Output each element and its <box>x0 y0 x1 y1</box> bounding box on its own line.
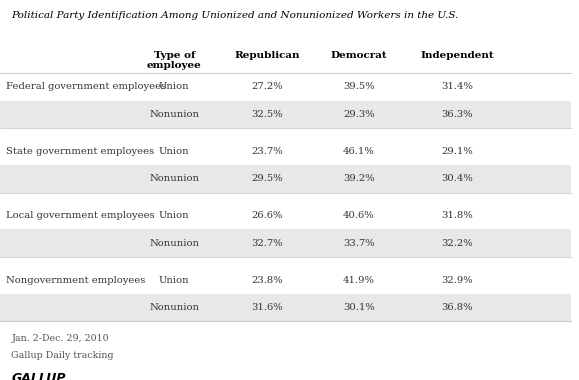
Text: 29.5%: 29.5% <box>252 174 283 183</box>
Bar <box>0 230 571 257</box>
Text: 30.4%: 30.4% <box>441 174 473 183</box>
Text: 46.1%: 46.1% <box>343 147 375 156</box>
Text: 30.1%: 30.1% <box>343 303 375 312</box>
Text: 29.1%: 29.1% <box>441 147 473 156</box>
Text: 39.2%: 39.2% <box>343 174 375 183</box>
Bar <box>0 73 571 101</box>
Text: Democrat: Democrat <box>331 51 387 60</box>
Text: 31.4%: 31.4% <box>441 82 473 91</box>
Bar <box>0 101 571 128</box>
Text: 32.9%: 32.9% <box>441 276 473 285</box>
Text: 32.2%: 32.2% <box>441 239 473 248</box>
Text: Federal government employees: Federal government employees <box>6 82 166 91</box>
Text: 32.7%: 32.7% <box>252 239 283 248</box>
Text: Gallup Daily tracking: Gallup Daily tracking <box>12 352 114 361</box>
Text: Nonunion: Nonunion <box>149 303 199 312</box>
Bar <box>0 294 571 321</box>
Text: Nongovernment employees: Nongovernment employees <box>6 276 145 285</box>
Bar <box>0 202 571 230</box>
Text: 23.7%: 23.7% <box>252 147 283 156</box>
Text: 29.3%: 29.3% <box>343 110 375 119</box>
Bar <box>0 138 571 165</box>
Text: Nonunion: Nonunion <box>149 239 199 248</box>
Text: 26.6%: 26.6% <box>252 211 283 220</box>
Text: State government employees: State government employees <box>6 147 154 156</box>
Text: 31.6%: 31.6% <box>252 303 283 312</box>
Text: GALLUP: GALLUP <box>12 372 66 380</box>
Text: 41.9%: 41.9% <box>343 276 375 285</box>
Bar <box>0 257 571 266</box>
Text: Jan. 2-Dec. 29, 2010: Jan. 2-Dec. 29, 2010 <box>12 334 109 343</box>
Text: 31.8%: 31.8% <box>441 211 473 220</box>
Text: 36.8%: 36.8% <box>441 303 473 312</box>
Bar <box>0 193 571 202</box>
Bar <box>0 266 571 294</box>
Text: Independent: Independent <box>420 51 494 60</box>
Text: Type of
employee: Type of employee <box>147 51 201 70</box>
Text: 23.8%: 23.8% <box>252 276 283 285</box>
Text: Republican: Republican <box>234 51 300 60</box>
Text: Union: Union <box>159 211 189 220</box>
Text: Nonunion: Nonunion <box>149 174 199 183</box>
Text: 39.5%: 39.5% <box>343 82 375 91</box>
Text: Union: Union <box>159 82 189 91</box>
Text: 33.7%: 33.7% <box>343 239 375 248</box>
Bar <box>0 165 571 193</box>
Text: Union: Union <box>159 276 189 285</box>
Text: Local government employees: Local government employees <box>6 211 155 220</box>
Text: 27.2%: 27.2% <box>252 82 283 91</box>
Bar <box>0 128 571 138</box>
Text: 36.3%: 36.3% <box>441 110 473 119</box>
Text: Political Party Identification Among Unionized and Nonunionized Workers in the U: Political Party Identification Among Uni… <box>12 11 459 20</box>
Text: Union: Union <box>159 147 189 156</box>
Text: 32.5%: 32.5% <box>252 110 283 119</box>
Text: Nonunion: Nonunion <box>149 110 199 119</box>
Text: 40.6%: 40.6% <box>343 211 375 220</box>
